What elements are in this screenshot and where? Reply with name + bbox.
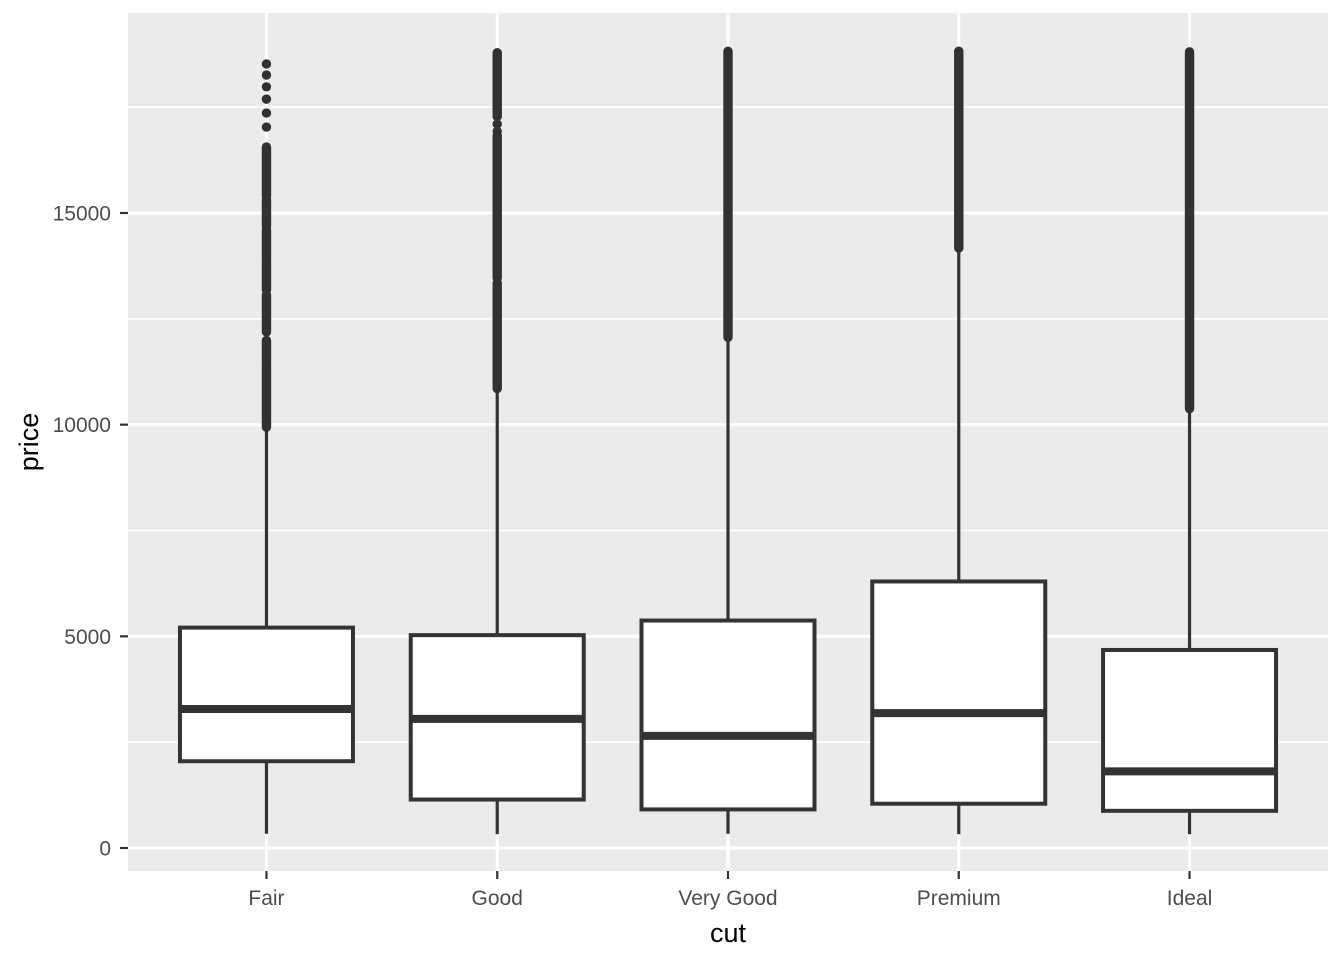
boxplot-ideal (1101, 47, 1279, 835)
iqr-box-premium (870, 579, 1048, 806)
y-tick-label-15000: 15000 (53, 203, 111, 226)
x-tick-label-fair: Fair (248, 887, 284, 910)
outlier-point-good (492, 126, 502, 136)
axis-tick-labels: 0 5000 10000 15000 Fair Good Very Good Premium I… (53, 203, 1213, 911)
boxplot-good (408, 47, 586, 835)
boxplot-very-good (639, 46, 817, 834)
y-tick-label-5000: 5000 (64, 626, 111, 649)
outlier-point-fair (261, 108, 272, 118)
outlier-point-fair (261, 94, 272, 104)
iqr-box-ideal (1101, 647, 1279, 813)
x-tick-label-very-good: Very Good (678, 887, 777, 910)
axis-tick-marks (120, 211, 1191, 879)
boxplot-premium (870, 46, 1048, 835)
x-axis-title: cut (710, 918, 747, 948)
y-tick-label-10000: 10000 (53, 414, 111, 437)
x-tick-label-good: Good (472, 887, 523, 910)
x-tick-label-premium: Premium (917, 887, 1001, 910)
outlier-point-fair (261, 82, 272, 92)
outlier-point-fair (261, 122, 272, 132)
iqr-box-fair (177, 625, 355, 764)
iqr-box-very-good (639, 618, 817, 812)
boxplot-fair (177, 59, 355, 834)
x-tick-label-ideal: Ideal (1167, 887, 1213, 910)
outlier-point-fair (261, 59, 272, 69)
outlier-point-fair (261, 70, 272, 80)
outlier-point-good (492, 119, 502, 129)
y-tick-label-0: 0 (99, 838, 111, 861)
boxplot-geoms (177, 46, 1279, 835)
y-axis-title: price (14, 413, 44, 472)
